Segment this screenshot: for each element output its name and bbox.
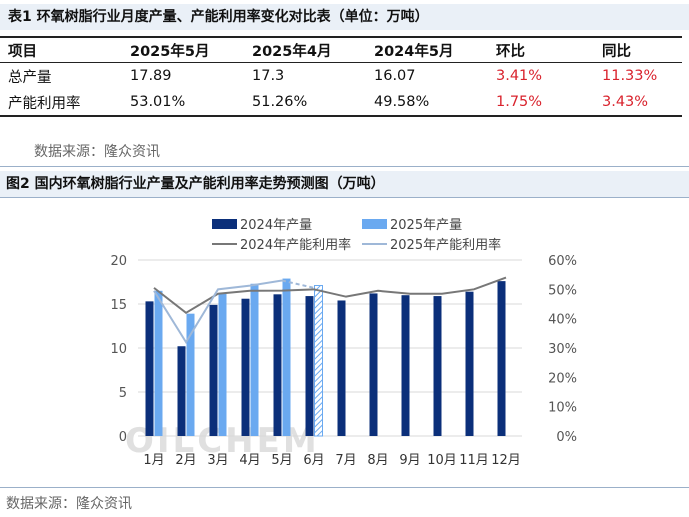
y-axis-left: 0 5 10 15 20: [110, 254, 127, 445]
table-cell-mom: 3.41%: [496, 68, 543, 84]
comparison-table: 项目 2025年5月 2025年4月 2024年5月 环比 同比 总产量 17.…: [0, 36, 682, 117]
table-header-row: 项目 2025年5月 2025年4月 2024年5月 环比 同比: [0, 36, 682, 63]
y-left-tick-label: 20: [110, 254, 127, 269]
table-cell: 49.58%: [366, 89, 488, 117]
header-2024-may: 2024年5月: [366, 36, 488, 63]
bar: [177, 346, 186, 436]
table-source: 数据来源：隆众资讯: [34, 144, 160, 160]
x-tick-label: 8月: [367, 453, 388, 468]
x-tick-label: 3月: [207, 453, 228, 468]
y-right-tick-label: 10%: [548, 401, 577, 416]
chart-lines: [153, 276, 507, 345]
header-2025-may: 2025年5月: [122, 36, 244, 63]
bar: [186, 313, 195, 436]
bar: [337, 300, 346, 436]
table-cell: 51.26%: [244, 89, 366, 117]
y-left-tick-label: 5: [119, 386, 127, 401]
table-title: 表1 环氧树脂行业月度产量、产能利用率变化对比表（单位：万吨）: [0, 4, 689, 30]
series-line-forecast: [281, 279, 315, 289]
x-tick-label: 4月: [239, 453, 260, 468]
bar: [241, 298, 250, 436]
x-axis: 1月 2月 3月 4月 5月 6月 7月 8月 9月 10月 11月 12月: [143, 453, 520, 468]
table-cell: 总产量: [8, 69, 52, 86]
bar: [154, 290, 163, 436]
divider: [0, 487, 689, 488]
header-mom: 环比: [488, 36, 594, 63]
legend-label: 2024年产能利用率: [240, 237, 351, 253]
chart-bars: [145, 278, 506, 437]
y-left-tick-label: 10: [110, 342, 127, 357]
table-cell: 17.3: [252, 68, 285, 84]
chart-gridlines: [138, 259, 522, 437]
figure-title: 图2 国内环氧树脂行业产量及产能利用率走势预测图（万吨）: [0, 171, 689, 197]
table-row: 总产量 17.89 17.3 16.07 3.41% 11.33%: [0, 63, 682, 90]
x-tick-label: 12月: [491, 453, 521, 468]
x-tick-label: 11月: [459, 453, 489, 468]
chart-legend: 2024年产量 2025年产量 2024年产能利用率 2025年产能利用率: [212, 218, 501, 253]
x-tick-label: 6月: [303, 453, 324, 468]
legend-label: 2025年产能利用率: [390, 237, 501, 253]
x-tick-label: 7月: [335, 453, 356, 468]
y-right-tick-label: 50%: [548, 283, 577, 298]
legend-swatch: [362, 219, 387, 229]
bar: [250, 283, 259, 436]
bar: [369, 293, 378, 436]
table-cell-mom: 1.75%: [488, 89, 594, 117]
x-tick-label: 1月: [143, 453, 164, 468]
header-yoy: 同比: [594, 36, 682, 63]
y-right-tick-label: 20%: [548, 371, 577, 386]
bar: [273, 294, 282, 436]
bar: [218, 293, 227, 436]
table-cell: 17.89: [130, 68, 172, 84]
x-tick-label: 9月: [399, 453, 420, 468]
table-cell: 53.01%: [122, 89, 244, 117]
bar: [497, 281, 506, 436]
x-tick-label: 10月: [427, 453, 457, 468]
y-left-tick-label: 0: [119, 430, 127, 445]
header-item: 项目: [0, 36, 122, 63]
table-cell: 16.07: [374, 68, 416, 84]
bar: [401, 295, 410, 436]
y-right-tick-label: 40%: [548, 313, 577, 328]
bar: [282, 278, 291, 436]
y-left-tick-label: 15: [110, 298, 127, 313]
legend-swatch: [212, 219, 237, 229]
figure-source: 数据来源：隆众资讯: [6, 496, 132, 512]
bar: [465, 291, 474, 436]
divider: [0, 166, 689, 167]
bar: [145, 301, 154, 436]
y-right-tick-label: 60%: [548, 254, 577, 269]
header-2025-apr: 2025年4月: [244, 36, 366, 63]
y-right-tick-label: 30%: [548, 342, 577, 357]
y-right-tick-label: 0%: [556, 430, 577, 445]
table-cell-yoy: 3.43%: [594, 89, 682, 117]
bar: [209, 304, 218, 436]
table-cell: 产能利用率: [0, 89, 122, 117]
x-tick-label: 2月: [175, 453, 196, 468]
bar: [314, 285, 323, 437]
divider: [0, 197, 689, 198]
bar: [305, 296, 314, 436]
series-line: [153, 279, 283, 345]
table-cell-yoy: 11.33%: [602, 68, 658, 84]
legend-label: 2024年产量: [240, 218, 312, 233]
y-axis-right: 0% 10% 20% 30% 40% 50% 60%: [548, 254, 577, 445]
table-row: 产能利用率 53.01% 51.26% 49.58% 1.75% 3.43%: [0, 89, 682, 117]
x-tick-label: 5月: [271, 453, 292, 468]
bar: [433, 296, 442, 436]
legend-label: 2025年产量: [390, 218, 462, 233]
